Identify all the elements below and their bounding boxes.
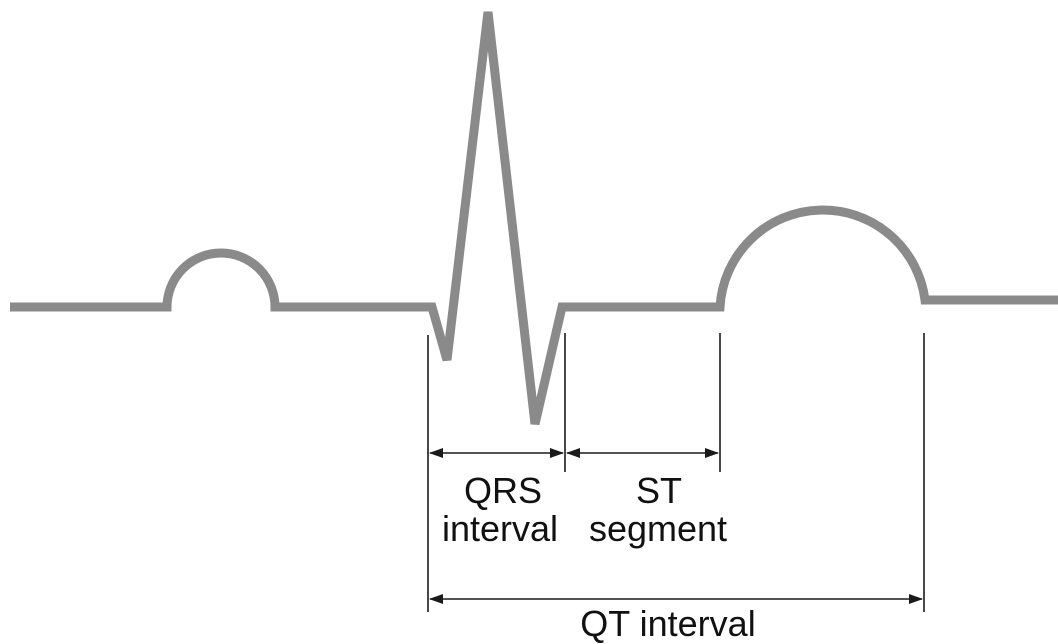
ecg-trace [10, 11, 1058, 426]
st-label-line1: ST [636, 470, 682, 511]
st-label-line2: segment [589, 508, 727, 549]
qrs-label-line2: interval [442, 508, 558, 549]
qrs-label-line1: QRS [464, 470, 542, 511]
qt-interval-label: QT interval [580, 603, 755, 644]
